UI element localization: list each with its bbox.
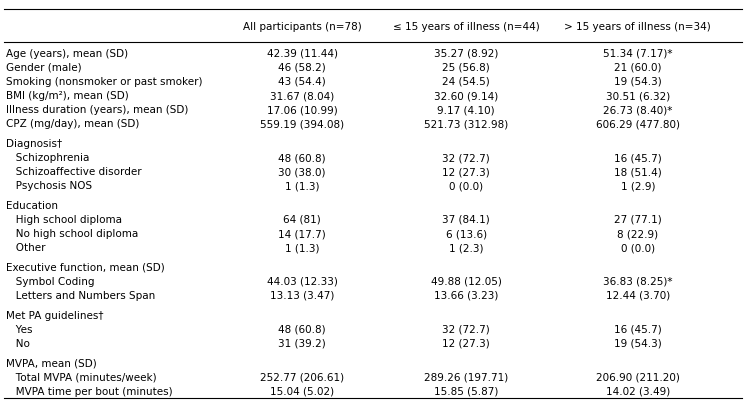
Text: Symbol Coding: Symbol Coding — [6, 276, 95, 286]
Text: High school diploma: High school diploma — [6, 214, 122, 224]
Text: Other: Other — [6, 243, 46, 253]
Text: 42.39 (11.44): 42.39 (11.44) — [266, 49, 338, 59]
Text: Yes: Yes — [6, 324, 33, 334]
Text: Schizophrenia: Schizophrenia — [6, 153, 90, 163]
Text: BMI (kg/m²), mean (SD): BMI (kg/m²), mean (SD) — [6, 91, 129, 101]
Text: 289.26 (197.71): 289.26 (197.71) — [424, 372, 508, 382]
Text: ≤ 15 years of illness (n=44): ≤ 15 years of illness (n=44) — [393, 22, 539, 32]
Text: 49.88 (12.05): 49.88 (12.05) — [430, 276, 502, 286]
Text: 32 (72.7): 32 (72.7) — [442, 153, 490, 163]
Text: 12.44 (3.70): 12.44 (3.70) — [606, 290, 670, 300]
Text: 48 (60.8): 48 (60.8) — [278, 153, 326, 163]
Text: 16 (45.7): 16 (45.7) — [614, 324, 662, 334]
Text: 0 (0.0): 0 (0.0) — [621, 243, 655, 253]
Text: 27 (77.1): 27 (77.1) — [614, 214, 662, 224]
Text: Illness duration (years), mean (SD): Illness duration (years), mean (SD) — [6, 105, 188, 115]
Text: 44.03 (12.33): 44.03 (12.33) — [266, 276, 338, 286]
Text: 30 (38.0): 30 (38.0) — [278, 167, 326, 177]
Text: 18 (51.4): 18 (51.4) — [614, 167, 662, 177]
Text: 206.90 (211.20): 206.90 (211.20) — [596, 372, 680, 382]
Text: 35.27 (8.92): 35.27 (8.92) — [434, 49, 498, 59]
Text: 6 (13.6): 6 (13.6) — [445, 228, 487, 239]
Text: Executive function, mean (SD): Executive function, mean (SD) — [6, 262, 165, 272]
Text: 606.29 (477.80): 606.29 (477.80) — [596, 119, 680, 129]
Text: No high school diploma: No high school diploma — [6, 228, 138, 239]
Text: 12 (27.3): 12 (27.3) — [442, 167, 490, 177]
Text: 1 (2.9): 1 (2.9) — [621, 181, 655, 191]
Text: 19 (54.3): 19 (54.3) — [614, 338, 662, 348]
Text: 25 (56.8): 25 (56.8) — [442, 63, 490, 72]
Text: 32.60 (9.14): 32.60 (9.14) — [434, 91, 498, 101]
Text: 1 (1.3): 1 (1.3) — [285, 243, 319, 253]
Text: 1 (2.3): 1 (2.3) — [449, 243, 483, 253]
Text: CPZ (mg/day), mean (SD): CPZ (mg/day), mean (SD) — [6, 119, 140, 129]
Text: Met PA guidelines†: Met PA guidelines† — [6, 310, 104, 320]
Text: 26.73 (8.40)*: 26.73 (8.40)* — [604, 105, 672, 115]
Text: Age (years), mean (SD): Age (years), mean (SD) — [6, 49, 128, 59]
Text: No: No — [6, 338, 30, 348]
Text: 9.17 (4.10): 9.17 (4.10) — [437, 105, 495, 115]
Text: Diagnosis†: Diagnosis† — [6, 139, 62, 149]
Text: 14 (17.7): 14 (17.7) — [278, 228, 326, 239]
Text: MVPA, mean (SD): MVPA, mean (SD) — [6, 358, 97, 367]
Text: 13.13 (3.47): 13.13 (3.47) — [270, 290, 334, 300]
Text: 8 (22.9): 8 (22.9) — [617, 228, 659, 239]
Text: 252.77 (206.61): 252.77 (206.61) — [260, 372, 344, 382]
Text: 15.04 (5.02): 15.04 (5.02) — [270, 386, 334, 396]
Text: 64 (81): 64 (81) — [283, 214, 321, 224]
Text: 31 (39.2): 31 (39.2) — [278, 338, 326, 348]
Text: 31.67 (8.04): 31.67 (8.04) — [270, 91, 334, 101]
Text: MVPA time per bout (minutes): MVPA time per bout (minutes) — [6, 386, 172, 396]
Text: 521.73 (312.98): 521.73 (312.98) — [424, 119, 508, 129]
Text: 14.02 (3.49): 14.02 (3.49) — [606, 386, 670, 396]
Text: 51.34 (7.17)*: 51.34 (7.17)* — [603, 49, 673, 59]
Text: Gender (male): Gender (male) — [6, 63, 81, 72]
Text: Psychosis NOS: Psychosis NOS — [6, 181, 92, 191]
Text: Total MVPA (minutes/week): Total MVPA (minutes/week) — [6, 372, 157, 382]
Text: All participants (n=78): All participants (n=78) — [242, 22, 362, 32]
Text: 37 (84.1): 37 (84.1) — [442, 214, 490, 224]
Text: 24 (54.5): 24 (54.5) — [442, 77, 490, 87]
Text: 19 (54.3): 19 (54.3) — [614, 77, 662, 87]
Text: 559.19 (394.08): 559.19 (394.08) — [260, 119, 344, 129]
Text: 16 (45.7): 16 (45.7) — [614, 153, 662, 163]
Text: > 15 years of illness (n=34): > 15 years of illness (n=34) — [565, 22, 711, 32]
Text: 0 (0.0): 0 (0.0) — [449, 181, 483, 191]
Text: 21 (60.0): 21 (60.0) — [614, 63, 662, 72]
Text: 17.06 (10.99): 17.06 (10.99) — [267, 105, 337, 115]
Text: Letters and Numbers Span: Letters and Numbers Span — [6, 290, 155, 300]
Text: Schizoaffective disorder: Schizoaffective disorder — [6, 167, 142, 177]
Text: 15.85 (5.87): 15.85 (5.87) — [434, 386, 498, 396]
Text: Education: Education — [6, 200, 58, 210]
Text: 46 (58.2): 46 (58.2) — [278, 63, 326, 72]
Text: 30.51 (6.32): 30.51 (6.32) — [606, 91, 670, 101]
Text: Smoking (nonsmoker or past smoker): Smoking (nonsmoker or past smoker) — [6, 77, 202, 87]
Text: 12 (27.3): 12 (27.3) — [442, 338, 490, 348]
Text: 36.83 (8.25)*: 36.83 (8.25)* — [603, 276, 673, 286]
Text: 43 (54.4): 43 (54.4) — [278, 77, 326, 87]
Text: 1 (1.3): 1 (1.3) — [285, 181, 319, 191]
Text: 13.66 (3.23): 13.66 (3.23) — [434, 290, 498, 300]
Text: 32 (72.7): 32 (72.7) — [442, 324, 490, 334]
Text: 48 (60.8): 48 (60.8) — [278, 324, 326, 334]
